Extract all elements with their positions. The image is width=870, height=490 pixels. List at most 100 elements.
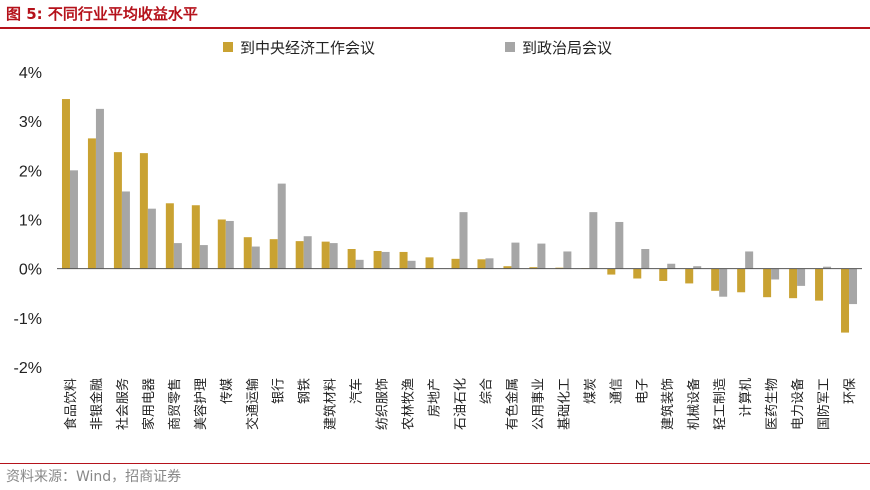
x-category-label: 机械设备 xyxy=(686,378,702,430)
x-category-label: 建筑材料 xyxy=(323,378,339,430)
bar-series-2-12 xyxy=(381,251,390,269)
bar-series-1-5 xyxy=(191,205,200,269)
bars xyxy=(61,99,858,333)
bar-series-1-12 xyxy=(373,250,382,269)
bar-series-1-26 xyxy=(737,268,746,293)
x-category-label: 非银金融 xyxy=(89,378,105,430)
y-tick-label: 2% xyxy=(19,163,42,180)
bar-series-2-26 xyxy=(745,251,754,269)
bar-series-2-27 xyxy=(771,268,780,280)
source-note: 资料来源：Wind，招商证券 xyxy=(6,469,182,485)
legend: 到中央经济工作会议 到政治局会议 xyxy=(223,39,612,57)
x-category-label: 环保 xyxy=(843,378,858,404)
bar-series-1-24 xyxy=(685,268,694,284)
x-category-label: 银行 xyxy=(272,378,287,404)
bar-series-1-25 xyxy=(711,268,720,291)
bar-series-2-9 xyxy=(303,236,312,269)
bar-series-1-18 xyxy=(529,267,538,269)
bar-series-1-22 xyxy=(633,268,642,279)
x-category-label: 传媒 xyxy=(220,378,235,404)
x-category-label: 食品饮料 xyxy=(63,378,79,430)
bar-series-1-16 xyxy=(477,259,486,269)
x-category-label: 汽车 xyxy=(349,378,365,404)
y-tick-label: 1% xyxy=(19,213,42,230)
bar-series-2-30 xyxy=(849,268,858,305)
x-category-label: 交通运输 xyxy=(245,378,261,430)
x-axis-labels: 食品饮料 非银金融 社会服务 家用电器 商贸零售 美容护理 传媒 交通运输 银行 钢铁 建筑材料 汽车… xyxy=(63,378,858,430)
title-rule xyxy=(0,27,870,29)
bar-series-2-8 xyxy=(277,183,286,269)
bar-series-2-24 xyxy=(693,266,702,269)
bar-series-2-5 xyxy=(199,245,208,269)
x-category-label: 计算机 xyxy=(739,378,754,417)
y-axis: 4% 3% 2% 1% 0% -1% -2% xyxy=(14,65,42,377)
bar-series-1-28 xyxy=(789,268,798,299)
bar-series-1-15 xyxy=(451,258,460,269)
bar-series-2-13 xyxy=(407,260,416,269)
x-category-label: 农林牧渔 xyxy=(402,378,417,430)
x-category-label: 有色金属 xyxy=(504,378,520,430)
bar-series-1-3 xyxy=(139,153,148,269)
bar-series-2-0 xyxy=(69,170,78,269)
bar-series-2-16 xyxy=(485,258,494,269)
legend-swatch-1 xyxy=(223,42,233,52)
x-category-label: 纺织服饰 xyxy=(376,378,391,430)
bar-series-2-22 xyxy=(641,249,650,269)
bar-series-2-2 xyxy=(121,191,130,269)
bar-series-2-28 xyxy=(797,268,806,286)
bar-series-1-14 xyxy=(425,257,434,269)
bar-series-1-11 xyxy=(347,249,356,269)
bar-series-2-20 xyxy=(589,212,598,269)
x-category-label: 医药生物 xyxy=(765,378,780,430)
legend-label-2: 到政治局会议 xyxy=(522,39,612,57)
bar-series-1-4 xyxy=(165,203,174,269)
bar-series-2-11 xyxy=(355,259,364,269)
bar-series-1-29 xyxy=(815,268,824,301)
x-category-label: 电力设备 xyxy=(790,378,806,430)
legend-swatch-2 xyxy=(505,42,515,52)
bar-series-1-1 xyxy=(87,138,96,269)
bar-series-1-7 xyxy=(243,237,252,269)
bar-series-1-0 xyxy=(61,99,70,269)
bar-series-1-13 xyxy=(399,251,408,269)
bar-series-1-17 xyxy=(503,266,512,269)
bar-series-2-17 xyxy=(511,242,520,269)
y-tick-label: 4% xyxy=(19,65,42,82)
bar-series-2-29 xyxy=(823,266,832,269)
bar-series-1-21 xyxy=(607,268,616,275)
x-category-label: 钢铁 xyxy=(298,378,313,404)
x-category-label: 建筑装饰 xyxy=(660,378,676,430)
bar-series-2-21 xyxy=(615,221,624,269)
bar-series-2-7 xyxy=(251,246,260,269)
bar-series-2-1 xyxy=(95,108,104,269)
y-tick-label: 0% xyxy=(19,262,42,279)
bar-series-2-19 xyxy=(563,251,572,269)
legend-label-1: 到中央经济工作会议 xyxy=(240,39,375,57)
figure-title: 图 5: 不同行业平均收益水平 xyxy=(6,5,198,23)
bar-series-2-25 xyxy=(719,268,728,297)
bottom-rule xyxy=(0,463,870,464)
bar-series-1-9 xyxy=(295,241,304,269)
x-category-label: 房地产 xyxy=(427,378,443,417)
x-category-label: 电子 xyxy=(635,378,650,404)
bar-series-1-27 xyxy=(763,268,772,298)
bar-series-1-30 xyxy=(841,268,850,333)
bar-series-2-10 xyxy=(329,243,338,269)
bar-series-2-23 xyxy=(667,263,676,269)
bar-series-2-3 xyxy=(147,208,156,269)
bar-series-1-2 xyxy=(113,152,122,269)
x-category-label: 石油石化 xyxy=(454,378,469,430)
y-tick-label: -2% xyxy=(14,360,42,377)
x-category-label: 公用事业 xyxy=(531,378,546,430)
x-category-label: 美容护理 xyxy=(193,378,209,430)
x-category-label: 国防军工 xyxy=(816,378,832,430)
bar-series-1-6 xyxy=(217,219,226,269)
x-category-label: 煤炭 xyxy=(583,378,598,404)
bar-series-2-18 xyxy=(537,243,546,269)
y-tick-label: -1% xyxy=(14,311,42,328)
x-category-label: 通信 xyxy=(609,378,624,404)
x-category-label: 轻工制造 xyxy=(713,378,728,430)
bar-series-1-23 xyxy=(659,268,668,281)
bar-series-2-4 xyxy=(173,243,182,269)
